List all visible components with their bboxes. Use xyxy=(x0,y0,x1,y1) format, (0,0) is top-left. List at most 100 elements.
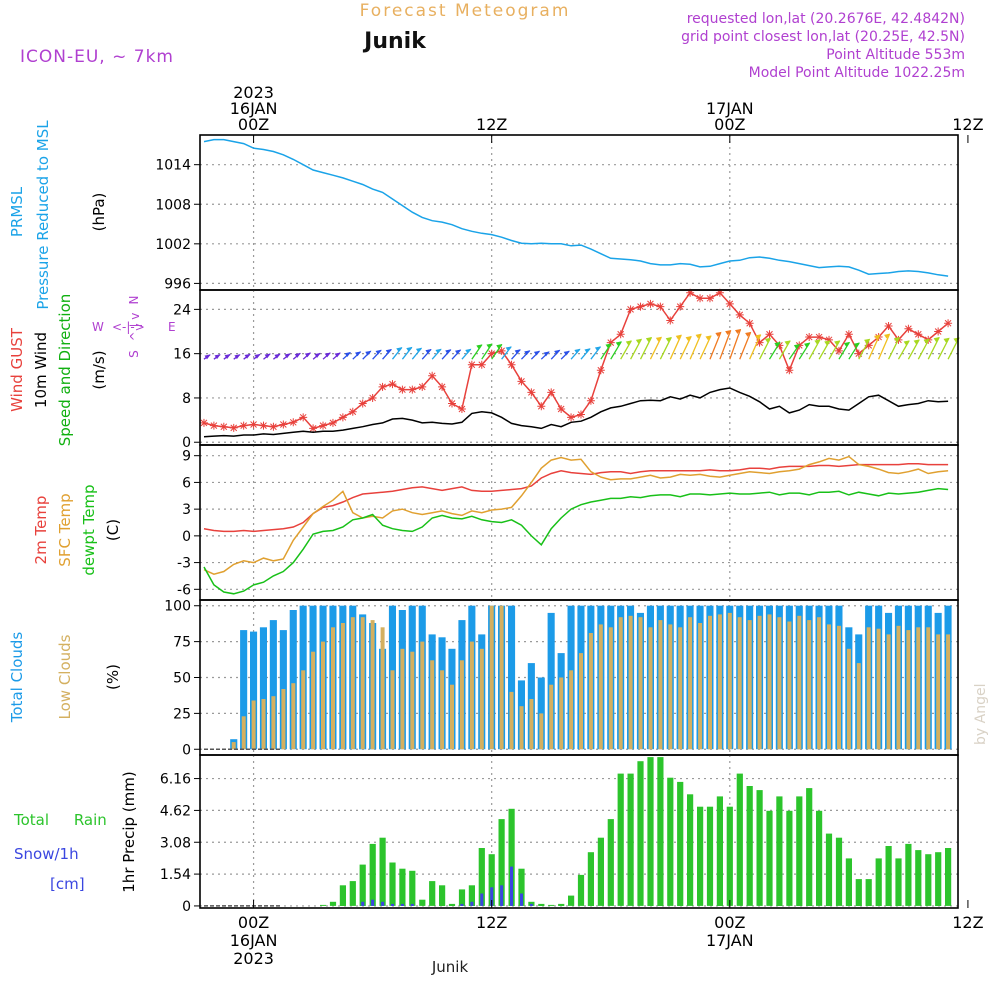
top-time-label-0-0: 2023 xyxy=(233,83,274,102)
bar-clouds-1-59 xyxy=(787,621,792,750)
app-title: Forecast Meteogram xyxy=(360,1,571,21)
bar-precip-0-73 xyxy=(925,854,932,906)
gust-marker-45 xyxy=(646,299,655,308)
bar-precip-0-30 xyxy=(498,819,505,906)
gust-marker-43 xyxy=(626,305,635,314)
wind-barb-49 xyxy=(689,333,702,360)
bar-precip-0-13 xyxy=(329,901,337,906)
wind-barb-head-33 xyxy=(533,350,541,356)
wind-barb-head-46 xyxy=(665,337,672,342)
bar-precip-0-61 xyxy=(806,788,813,906)
bar-clouds-1-12 xyxy=(321,641,325,750)
gust-marker-61 xyxy=(805,333,814,342)
ytick-label-temperature-4: 6 xyxy=(182,475,191,491)
bar-clouds-1-67 xyxy=(866,627,871,750)
bar-clouds-1-55 xyxy=(747,620,752,750)
wind-side-label-gust: Wind GUST xyxy=(8,327,26,412)
wind-barb-head-43 xyxy=(635,338,643,344)
wind-barb-head-67 xyxy=(874,334,881,340)
cloud-unit: (%) xyxy=(104,664,122,690)
series-line-wind-0 xyxy=(203,291,949,430)
wind-barb-75 xyxy=(947,337,960,360)
bar-precip-0-53 xyxy=(726,806,733,906)
wind-barb-head-71 xyxy=(913,339,920,345)
wind-barb-head-30 xyxy=(505,346,512,352)
bar-clouds-1-8 xyxy=(281,689,286,750)
gust-marker-71 xyxy=(904,324,913,333)
bottom-time-label-3-0: 12Z xyxy=(952,913,983,932)
wind-barb-44 xyxy=(639,337,652,360)
bar-clouds-1-47 xyxy=(668,624,673,750)
bar-precip-0-45 xyxy=(647,757,654,906)
precip-side-label-cm: [cm] xyxy=(50,875,85,893)
bar-precip-0-47 xyxy=(667,777,674,906)
gust-marker-5 xyxy=(249,420,258,429)
bar-clouds-1-40 xyxy=(598,624,603,750)
ytick-label-temperature-3: 3 xyxy=(182,502,191,518)
gust-marker-39 xyxy=(586,396,595,405)
wind-barb-head-11 xyxy=(314,352,321,358)
bar-clouds-1-46 xyxy=(658,620,663,750)
bar-precip-0-42 xyxy=(617,773,624,906)
bar-precip-0-51 xyxy=(706,806,714,906)
wind-barb-head-45 xyxy=(655,336,663,342)
wind-barb-46 xyxy=(659,337,672,360)
gust-marker-14 xyxy=(338,413,347,422)
gust-marker-26 xyxy=(457,405,466,414)
bar-clouds-1-38 xyxy=(579,653,583,750)
info-line-altitude: Point Altitude 553m xyxy=(826,47,965,63)
gust-marker-20 xyxy=(398,385,407,394)
wind-barb-head-7 xyxy=(274,353,281,359)
precip-unit: 1hr Precip (mm) xyxy=(120,771,138,892)
series-line-wind-1 xyxy=(203,387,949,438)
wind-barb-head-10 xyxy=(304,352,312,358)
wind-barb-head-22 xyxy=(425,348,432,354)
gust-marker-52 xyxy=(715,288,724,297)
wind-barb-head-23 xyxy=(435,348,442,354)
gust-marker-0 xyxy=(199,418,208,427)
bar-precip-0-52 xyxy=(716,796,723,906)
bar-clouds-1-63 xyxy=(827,624,831,750)
ytick-label-clouds-4: 100 xyxy=(164,599,191,615)
bar-clouds-1-23 xyxy=(430,660,435,750)
top-time-label-2-0: 17JAN xyxy=(706,99,754,118)
bar-clouds-1-68 xyxy=(876,628,881,750)
wind-barb-head-41 xyxy=(615,341,622,347)
bar-precip-1-32 xyxy=(520,893,523,906)
bar-precip-0-59 xyxy=(786,810,793,906)
bar-precip-0-35 xyxy=(548,904,555,906)
bar-precip-0-64 xyxy=(835,837,843,906)
info-line-grid-point: grid point closest lon,lat (20.25E, 42.5… xyxy=(681,29,965,45)
wind-barb-56 xyxy=(758,337,771,360)
gust-marker-9 xyxy=(289,418,298,427)
bar-clouds-1-28 xyxy=(479,648,484,750)
bar-precip-1-31 xyxy=(510,866,513,906)
wind-barb-62 xyxy=(818,340,831,360)
ytick-label-wind-3: 24 xyxy=(173,302,191,318)
bar-precip-1-19 xyxy=(391,903,394,906)
bar-clouds-1-25 xyxy=(450,684,454,750)
bar-precip-0-15 xyxy=(349,881,356,906)
wind-barb-head-14 xyxy=(344,352,351,357)
gust-marker-8 xyxy=(279,420,288,429)
gust-marker-48 xyxy=(676,302,685,311)
gust-marker-44 xyxy=(636,302,645,311)
bar-clouds-1-56 xyxy=(757,615,762,750)
precip-side-label-rain: Total Rain xyxy=(13,811,107,829)
gust-marker-38 xyxy=(576,410,585,419)
wind-barb-63 xyxy=(828,340,841,360)
wind-barb-head-0 xyxy=(204,354,211,360)
panel-clouds: 0 25 50 75 100 xyxy=(164,599,959,758)
panel-temperature: -6 -3 0 3 6 9 xyxy=(177,444,959,601)
location-title: Junik xyxy=(362,29,427,54)
model-label: ICON-EU, ~ 7km xyxy=(20,47,174,67)
bar-clouds-1-49 xyxy=(688,617,693,750)
bar-precip-1-21 xyxy=(410,903,414,906)
bar-precip-0-31 xyxy=(508,808,515,906)
bar-clouds-1-71 xyxy=(906,630,911,750)
bar-clouds-1-3 xyxy=(231,742,236,750)
gust-marker-72 xyxy=(914,330,923,339)
bar-precip-0-66 xyxy=(855,879,862,906)
wind-barb-head-48 xyxy=(685,335,692,341)
wind-barb-head-34 xyxy=(543,351,550,357)
